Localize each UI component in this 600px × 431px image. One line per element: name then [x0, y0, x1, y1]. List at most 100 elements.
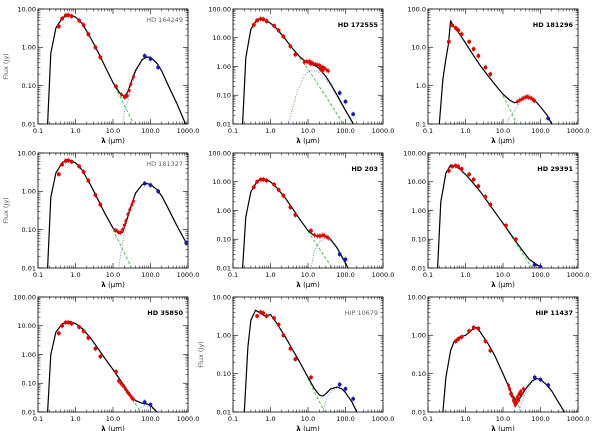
x-axis-unit: (μm)	[303, 425, 320, 431]
plot-area	[442, 324, 566, 412]
optical-data-point	[81, 329, 86, 334]
x-axis-symbol: λ	[296, 281, 303, 289]
optical-data-point	[293, 52, 298, 57]
optical-data-point	[293, 357, 298, 361]
x-axis-symbol: λ	[101, 137, 108, 145]
y-tick-label: 0.01	[22, 264, 36, 272]
star-label: HD 35850	[147, 309, 183, 317]
optical-data-point	[264, 178, 269, 183]
far-ir-data-point	[156, 189, 161, 194]
optical-data-point	[93, 45, 98, 50]
x-axis-label: λ (μm)	[296, 425, 320, 431]
optical-data-point	[264, 19, 269, 23]
ir-spectrum-point	[119, 230, 123, 234]
optical-data-point	[476, 326, 481, 331]
x-tick-label: 100.0	[141, 415, 160, 423]
optical-data-point	[476, 184, 481, 189]
ir-spectrum-point	[127, 88, 131, 92]
ir-spectrum-point	[131, 199, 135, 203]
optical-data-point	[488, 348, 493, 353]
y-tick-label: 1.00	[22, 351, 36, 359]
x-tick-label: 1.0	[265, 127, 275, 135]
optical-data-point	[114, 228, 118, 233]
x-axis-unit: (μm)	[108, 281, 125, 289]
ir-spectrum-point	[116, 379, 120, 383]
optical-data-point	[81, 170, 86, 174]
y-tick-label: 0.10	[217, 92, 231, 100]
y-tick-label: 10.00	[407, 178, 426, 186]
x-axis-symbol: λ	[491, 425, 498, 431]
optical-data-point	[60, 162, 65, 167]
far-ir-data-point	[343, 99, 348, 104]
y-tick-label: 1.00	[22, 188, 36, 196]
optical-data-point	[467, 329, 472, 333]
x-axis-label: λ (μm)	[101, 425, 125, 431]
x-tick-label: 1000.0	[177, 127, 200, 135]
far-ir-data-point	[148, 402, 153, 407]
ir-spectrum-point	[515, 100, 519, 104]
optical-data-point	[77, 18, 82, 23]
stellar-photosphere-curve	[112, 82, 135, 124]
ir-spectrum-point	[130, 203, 134, 207]
far-ir-data-point	[532, 375, 537, 380]
y-axis-label: Flux (Jy)	[2, 53, 10, 79]
disk-curve	[518, 378, 565, 412]
star-label: HD 164249	[146, 16, 183, 24]
sed-panel: 0.1 1.0 10.0 100.0 1000.0 0.01 0.10 1.00 10.00 10…	[208, 5, 394, 145]
x-tick-label: 1000.0	[567, 271, 590, 279]
model-curve	[243, 309, 358, 412]
ir-spectrum-point	[120, 93, 124, 97]
plot-area	[437, 162, 543, 268]
ir-spectrum-point	[119, 381, 123, 385]
y-tick-label: 1.00	[217, 332, 231, 340]
optical-data-point	[320, 68, 325, 73]
ir-spectrum-point	[131, 75, 135, 79]
optical-data-point	[255, 18, 260, 23]
optical-data-point	[456, 337, 461, 341]
far-ir-data-point	[142, 400, 147, 405]
x-axis-symbol: λ	[296, 425, 303, 431]
x-tick-label: 100.0	[141, 127, 160, 135]
y-tick-label: 0.10	[217, 236, 231, 244]
optical-data-point	[446, 168, 451, 173]
y-tick-label: 10.00	[17, 5, 36, 13]
x-axis-unit: (μm)	[108, 137, 125, 145]
x-axis-symbol: λ	[101, 425, 108, 431]
optical-data-point	[281, 193, 286, 198]
optical-data-point	[488, 72, 493, 77]
disk-curve	[288, 70, 354, 124]
y-tick-label: 100.00	[208, 5, 231, 13]
x-tick-label: 0.1	[228, 127, 238, 135]
x-tick-label: 100.0	[531, 127, 550, 135]
panel-frame	[37, 152, 189, 269]
optical-data-point	[471, 325, 476, 330]
x-axis-unit: (μm)	[498, 137, 515, 145]
optical-data-point	[467, 39, 472, 44]
ir-spectrum-point	[519, 389, 523, 393]
x-axis-unit: (μm)	[498, 425, 515, 431]
x-tick-label: 1.0	[460, 127, 470, 135]
ir-spectrum-point	[521, 387, 525, 391]
star-label: HIP 11437	[536, 309, 574, 317]
x-tick-label: 1.0	[70, 271, 80, 279]
ir-spectrum-point	[515, 401, 519, 405]
optical-data-point	[261, 177, 266, 182]
y-tick-label: 0.01	[22, 120, 36, 128]
x-axis-symbol: λ	[296, 137, 303, 145]
optical-data-point	[114, 369, 118, 374]
x-axis-unit: (μm)	[498, 281, 515, 289]
sed-panel: 0.1 1.0 10.0 100.0 1000.0 0.01 0.10 1.00 10.00 10…	[403, 149, 590, 289]
y-tick-label: 0.10	[412, 370, 426, 378]
y-tick-label: 1.00	[412, 332, 426, 340]
optical-data-point	[276, 28, 281, 33]
ir-spectrum-point	[511, 395, 515, 399]
sed-panel: 0.1 1.0 10.0 100.0 1000.0 0.01 0.10 1.00 10.00 λ …	[2, 149, 199, 289]
optical-data-point	[66, 320, 71, 325]
sed-panel: 0.1 1.0 10.0 100.0 1000.0 0.01 0.10 1.00 10.00 λ …	[2, 5, 200, 145]
star-label: HD 172555	[338, 21, 379, 29]
ir-spectrum-point	[506, 383, 510, 387]
y-tick-label: 0.10	[22, 82, 36, 90]
ir-spectrum-point	[517, 398, 521, 402]
x-tick-label: 10.0	[106, 415, 120, 423]
optical-data-point	[281, 333, 286, 338]
